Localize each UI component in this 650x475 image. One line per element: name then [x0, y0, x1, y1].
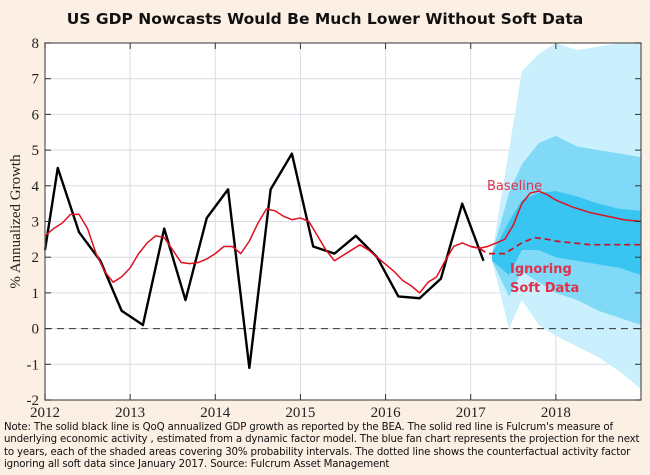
y-axis-label: % Annualized Growth [8, 154, 24, 289]
y-tick-label: 5 [32, 143, 40, 159]
fan-band-3 [492, 191, 641, 276]
x-tick-label: 2012 [30, 405, 60, 420]
y-tick-label: 3 [32, 215, 40, 231]
y-tick-label: 1 [32, 286, 40, 302]
y-tick-label: -2 [27, 393, 40, 409]
x-tick-label: 2014 [200, 405, 231, 420]
series-group [43, 152, 642, 370]
annotation-baseline: Baseline [487, 179, 542, 194]
y-tick-label: -1 [27, 357, 40, 373]
annotation-soft-data: Soft Data [510, 281, 579, 296]
annotation-ignoring: Ignoring [510, 262, 572, 277]
chart-svg: -2 -1 0 1 2 3 4 5 6 7 8 2012 2013 2014 2015 2016 2017 201… [8, 36, 642, 420]
x-tick-label: 2018 [541, 405, 571, 420]
x-tick-label: 2015 [285, 405, 315, 420]
x-tick-label: 2016 [371, 405, 402, 420]
y-tick-label: 6 [32, 107, 40, 123]
y-tick-label: 7 [32, 72, 40, 88]
y-tick-label: 4 [32, 179, 40, 195]
fan-chart [492, 43, 641, 390]
chart-note: Note: The solid black line is QoQ annual… [4, 422, 640, 470]
x-tick-label: 2013 [115, 405, 145, 420]
ticks: -2 -1 0 1 2 3 4 5 6 7 8 2012 2013 2014 2015 2016 2017 201… [27, 36, 641, 420]
ignoring-soft-data-line [470, 236, 641, 255]
y-tick-label: 0 [32, 322, 40, 338]
x-tick-label: 2017 [456, 405, 487, 420]
y-tick-label: 8 [32, 36, 40, 52]
baseline-line [44, 190, 642, 294]
gdp-line [43, 152, 485, 370]
chart-title: US GDP Nowcasts Would Be Much Lower With… [66, 10, 584, 28]
y-tick-label: 2 [32, 250, 40, 266]
